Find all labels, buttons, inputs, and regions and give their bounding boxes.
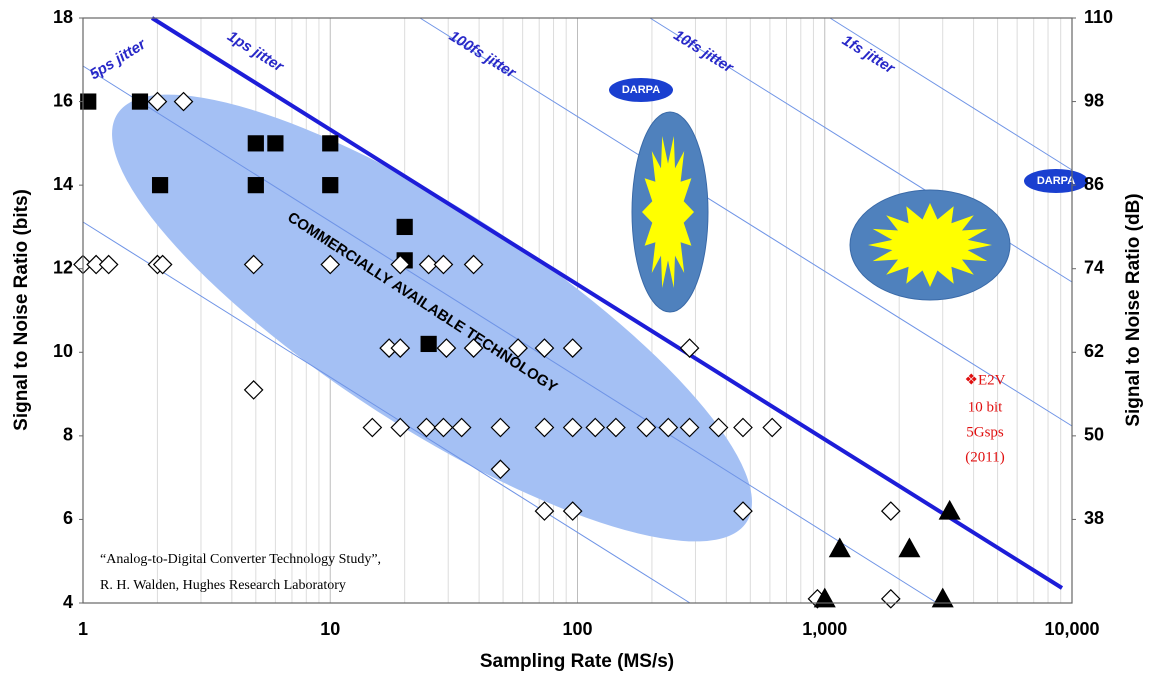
darpa-label: DARPA	[1037, 175, 1075, 187]
citation: “Analog-to-Digital Converter Technology …	[100, 552, 381, 567]
x-tick-label: 100	[562, 619, 592, 639]
square-point	[248, 136, 263, 151]
starburst	[868, 203, 992, 287]
square-point	[323, 178, 338, 193]
note-line: 5Gsps	[966, 424, 1004, 440]
note-line: (2011)	[965, 449, 1004, 465]
y2-tick-label: 50	[1084, 425, 1104, 445]
y2-tick-label: 86	[1084, 174, 1104, 194]
y2-tick-label: 110	[1084, 7, 1113, 27]
y-tick-label: 10	[53, 341, 73, 361]
x-tick-label: 10,000	[1044, 619, 1099, 639]
y-tick-label: 4	[63, 592, 73, 612]
note-line: ❖E2V	[965, 372, 1006, 388]
square-point	[132, 94, 147, 109]
y-tick-label: 6	[63, 508, 73, 528]
square-point	[323, 136, 338, 151]
y-tick-label: 12	[53, 257, 73, 277]
x-tick-label: 1,000	[802, 619, 847, 639]
square-point	[153, 178, 168, 193]
note-line: 10 bit	[968, 399, 1003, 415]
x-tick-label: 10	[320, 619, 340, 639]
citation: R. H. Walden, Hughes Research Laboratory	[100, 578, 346, 593]
y2-tick-label: 74	[1084, 257, 1104, 277]
square-point	[397, 219, 412, 234]
darpa-label: DARPA	[622, 84, 660, 96]
y2-tick-label: 62	[1084, 341, 1104, 361]
square-point	[268, 136, 283, 151]
chart: DARPA DARPA COMMERCIALLY AVAILABLE TECHN…	[0, 0, 1153, 675]
square-point	[421, 336, 436, 351]
x-tick-label: 1	[78, 619, 88, 639]
y-tick-label: 8	[63, 425, 73, 445]
y2-axis-title: Signal to Noise Ratio (dB)	[1123, 193, 1144, 426]
y2-tick-label: 98	[1084, 90, 1104, 110]
square-point	[248, 178, 263, 193]
y-tick-label: 14	[53, 174, 73, 194]
y-tick-label: 16	[53, 90, 73, 110]
y-axis-title: Signal to Noise Ratio (bits)	[11, 189, 32, 431]
x-axis-title: Sampling Rate (MS/s)	[480, 651, 674, 672]
y2-tick-label: 38	[1084, 508, 1104, 528]
y-tick-label: 18	[53, 7, 73, 27]
